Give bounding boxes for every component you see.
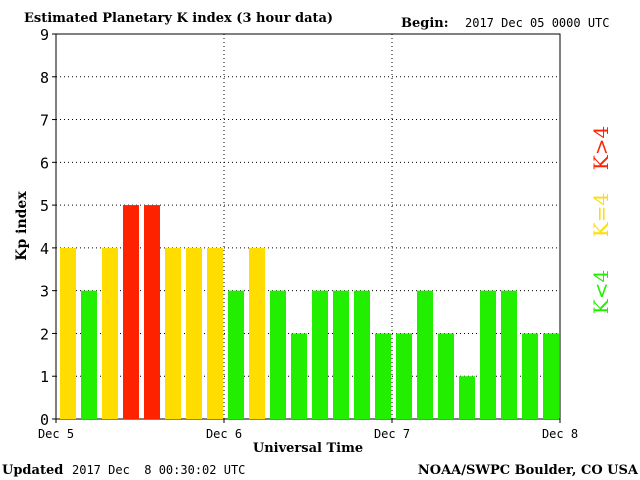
y-tick-label: 1 (40, 368, 49, 386)
legend-mid: K=4 (589, 193, 613, 237)
kp-bar (459, 376, 475, 419)
kp-bar (60, 247, 76, 419)
y-tick-label: 9 (40, 26, 49, 44)
kp-bar (354, 290, 370, 419)
chart-title: Estimated Planetary K index (3 hour data… (24, 11, 333, 26)
updated-label: Updated (2, 463, 63, 478)
kp-bar (417, 290, 433, 419)
kp-bar (228, 290, 244, 419)
kp-bar (480, 290, 496, 419)
x-tick-label: Dec 8 (542, 427, 578, 441)
x-axis-ticks: Dec 5 Dec 6 Dec 7 Dec 8 (38, 419, 578, 441)
begin-label: Begin: (401, 16, 449, 31)
y-axis-label: Kp index (14, 191, 30, 261)
kp-bar (522, 333, 538, 419)
kp-bar (81, 290, 97, 419)
legend-high: K>4 (589, 126, 613, 170)
y-tick-label: 2 (40, 325, 49, 343)
kp-bar (144, 205, 160, 419)
legend-low: K<4 (589, 270, 613, 314)
plot-area (55, 33, 561, 420)
kp-bar (333, 290, 349, 419)
x-tick-label: Dec 6 (206, 427, 242, 441)
kp-bar (207, 247, 223, 419)
x-axis-label: Universal Time (253, 441, 363, 456)
y-axis-ticks: 0 1 2 3 4 5 6 7 8 9 (40, 26, 56, 429)
y-tick-label: 5 (40, 197, 49, 215)
kp-bar (186, 247, 202, 419)
updated-value: 2017 Dec 8 00:30:02 UTC (72, 463, 245, 477)
kp-bar (249, 247, 265, 419)
x-tick-label: Dec 7 (374, 427, 410, 441)
kp-bar (165, 247, 181, 419)
y-tick-label: 0 (40, 411, 49, 429)
y-tick-label: 7 (40, 112, 49, 130)
x-tick-label: Dec 5 (38, 427, 74, 441)
kp-bar (291, 333, 307, 419)
y-tick-label: 8 (40, 69, 49, 87)
kp-bar (102, 247, 118, 419)
kp-bars (60, 205, 559, 419)
kp-bar (270, 290, 286, 419)
grid-lines (56, 34, 560, 419)
y-tick-label: 4 (40, 240, 49, 258)
source-credit: NOAA/SWPC Boulder, CO USA (418, 463, 639, 478)
kp-bar (501, 290, 517, 419)
kp-bar (123, 205, 139, 419)
kp-bar (543, 333, 559, 419)
kp-bar (438, 333, 454, 419)
y-tick-label: 3 (40, 283, 49, 301)
begin-value: 2017 Dec 05 0000 UTC (465, 16, 610, 30)
kp-bar (312, 290, 328, 419)
y-tick-label: 6 (40, 154, 49, 172)
kp-bar (375, 333, 391, 419)
kp-bar (396, 333, 412, 419)
